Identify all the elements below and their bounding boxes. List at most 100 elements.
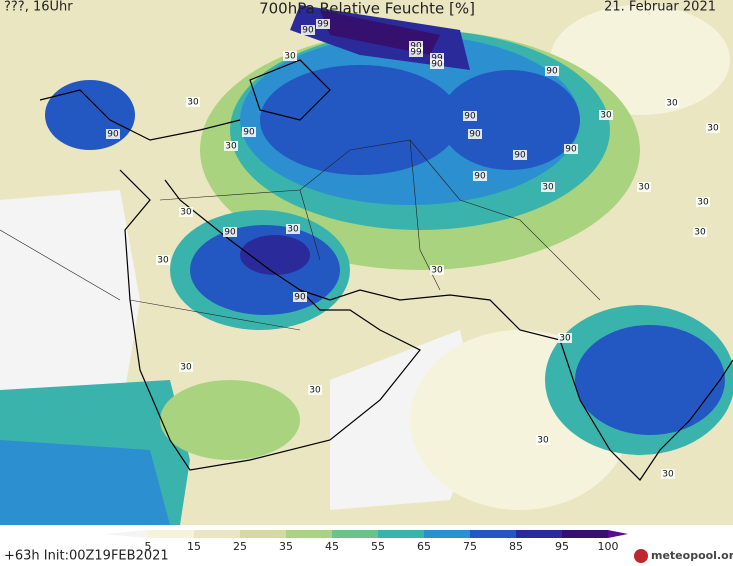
coastline	[249, 59, 331, 121]
colorbar: 5 15 25 35 45 55 65 75 85 95 100	[103, 530, 628, 553]
run-info: +63h Init:00Z19FEB2021	[4, 549, 169, 564]
colorbar-segment	[332, 530, 378, 538]
contour-label: 99	[317, 20, 329, 30]
contour-label: 30	[225, 142, 237, 152]
header-right: 21. Februar 2021	[604, 0, 716, 15]
colorbar-segment	[240, 530, 286, 538]
contour-label-box	[430, 265, 444, 275]
contour-label-box	[599, 110, 613, 120]
contour-label-box	[316, 19, 330, 29]
contour-label: 90	[514, 151, 526, 161]
contour-label-box	[513, 150, 527, 160]
colorbar-end	[103, 530, 148, 538]
header-left: ???, 16Uhr	[4, 0, 73, 15]
contour-label-box	[301, 25, 315, 35]
contour-label: 30	[707, 124, 719, 134]
contour-label-box	[545, 66, 559, 76]
contour-label: 90	[294, 293, 306, 303]
contour-label: 90	[474, 172, 486, 182]
contour-label-box	[564, 144, 578, 154]
contour-label: 90	[469, 130, 481, 140]
contour-label: 30	[157, 256, 169, 266]
contour-label: 30	[180, 363, 192, 373]
colorbar-end	[608, 530, 628, 538]
contour-label: 90	[431, 60, 443, 70]
contour-label-box	[106, 129, 120, 139]
desert-dry	[0, 190, 140, 420]
contour-label-box	[463, 111, 477, 121]
colorbar-tick-label: 45	[325, 540, 339, 553]
colorbar-tick-label: 15	[187, 540, 201, 553]
contour-label-box	[224, 141, 238, 151]
contour-label-box	[558, 333, 572, 343]
contour-label-box	[473, 171, 487, 181]
contour-label-box	[696, 197, 710, 207]
contour-label-box	[293, 292, 307, 302]
contour-label-box	[186, 97, 200, 107]
contour-label: 90	[546, 67, 558, 77]
contour-label: 90	[107, 130, 119, 140]
contour-label: 99	[431, 54, 443, 64]
contour-label: 30	[431, 266, 443, 276]
contour-label: 30	[309, 386, 321, 396]
coastline	[39, 89, 241, 141]
contour-label: 90	[224, 228, 236, 238]
contour-label: 30	[537, 436, 549, 446]
contour-label-box	[541, 182, 555, 192]
contour-label: 90	[243, 128, 255, 138]
contour-label: 30	[180, 208, 192, 218]
contour-label-box	[179, 207, 193, 217]
contour-label: 30	[559, 334, 571, 344]
humid-area	[260, 65, 460, 175]
colorbar-segment	[378, 530, 424, 538]
contour-label: 90	[464, 112, 476, 122]
contour-label: 90	[410, 42, 422, 52]
colorbar-segment	[148, 530, 194, 538]
contour-label-box	[693, 227, 707, 237]
contour-label-box	[706, 123, 720, 133]
colorbar-segment	[286, 530, 332, 538]
logo-icon	[634, 549, 648, 563]
contour-label: 30	[187, 98, 199, 108]
colorbar-tick-label: 95	[555, 540, 569, 553]
colorbar-tick-label: 75	[463, 540, 477, 553]
contour-label-box	[430, 59, 444, 69]
contour-label: 90	[302, 26, 314, 36]
contour-label-box	[430, 53, 444, 63]
title: 700hPa Relative Feuchte [%]	[259, 0, 475, 18]
contour-label: 30	[662, 470, 674, 480]
colorbar-segment	[194, 530, 240, 538]
contour-label: 30	[284, 52, 296, 62]
contour-label: 30	[638, 183, 650, 193]
humid-area	[0, 440, 170, 525]
saturated-area	[240, 235, 310, 275]
contour-label: 99	[410, 48, 422, 58]
colorbar-tick-label: 25	[233, 540, 247, 553]
contour-label-box	[283, 51, 297, 61]
colorbar-segment	[562, 530, 608, 538]
colorbar-tick-label: 100	[598, 540, 619, 553]
colorbar-segment	[470, 530, 516, 538]
colorbar-tick-label: 85	[509, 540, 523, 553]
contour-label-box	[223, 227, 237, 237]
contour-label: 30	[600, 111, 612, 121]
humid-area	[575, 325, 725, 435]
contour-label-box	[665, 98, 679, 108]
contour-label-box	[286, 224, 300, 234]
contour-label-box	[637, 182, 651, 192]
contour-label-box	[661, 469, 675, 479]
contour-label-box	[409, 41, 423, 51]
contour-label: 90	[565, 145, 577, 155]
contour-label: 30	[287, 225, 299, 235]
humid-area	[160, 380, 300, 460]
contour-label: 30	[694, 228, 706, 238]
border	[0, 139, 601, 331]
colorbar-segment	[424, 530, 470, 538]
contour-label-box	[156, 255, 170, 265]
colorbar-tick-label: 55	[371, 540, 385, 553]
colorbar-tick-label: 65	[417, 540, 431, 553]
humid-area	[45, 80, 135, 150]
colorbar-segment	[516, 530, 562, 538]
